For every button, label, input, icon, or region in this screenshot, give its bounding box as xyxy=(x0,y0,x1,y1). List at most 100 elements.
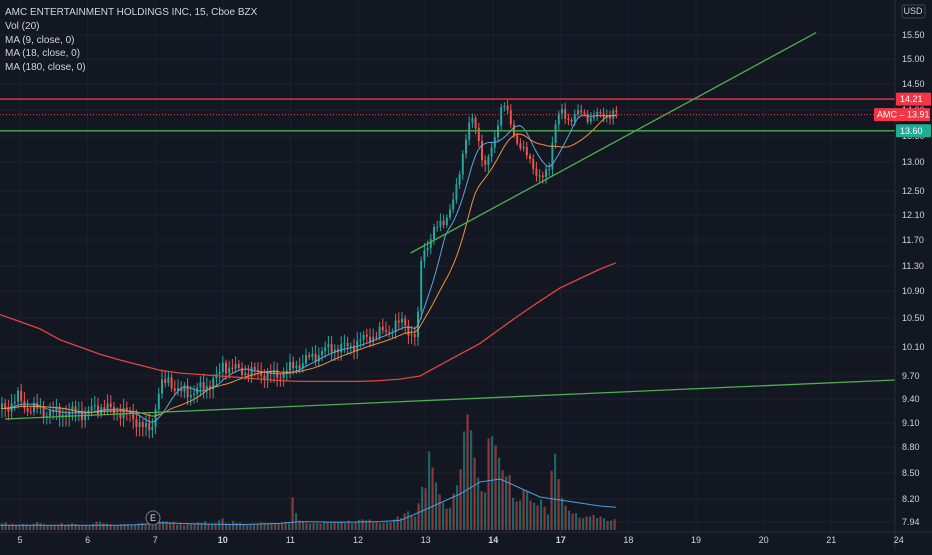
volume-bar xyxy=(57,524,60,530)
x-tick-label: 18 xyxy=(623,535,633,545)
x-tick-label: 11 xyxy=(286,535,295,545)
candle-body xyxy=(311,353,314,358)
x-tick-label: 12 xyxy=(353,535,363,545)
support-price-tag-text: 13.60 xyxy=(900,126,923,136)
volume-bar xyxy=(99,521,102,530)
candle-body xyxy=(612,110,615,119)
volume-bar xyxy=(253,523,256,530)
y-tick-label: 15.00 xyxy=(902,54,925,64)
candle-body xyxy=(458,174,461,185)
volume-bar xyxy=(46,525,49,530)
volume-bar xyxy=(480,491,483,530)
candle-body xyxy=(615,110,618,113)
volume-bar xyxy=(242,524,245,530)
candle-body xyxy=(292,361,295,368)
candle-body xyxy=(177,388,179,391)
candle-body xyxy=(180,388,183,392)
x-tick-label: 10 xyxy=(218,535,228,545)
volume-bar xyxy=(127,524,130,530)
candle-body xyxy=(340,344,343,353)
volume-bar xyxy=(417,503,420,530)
candle-body xyxy=(257,369,259,371)
candle-body xyxy=(193,393,195,395)
volume-bar xyxy=(452,493,455,530)
y-tick-label: 10.10 xyxy=(902,342,925,352)
candle-body xyxy=(429,239,432,249)
volume-bar xyxy=(85,525,88,530)
candle-body xyxy=(97,405,99,415)
candle-body xyxy=(372,336,375,343)
candle-body xyxy=(487,156,490,165)
volume-bar xyxy=(165,521,168,530)
candle-body xyxy=(445,217,448,225)
candle-body xyxy=(385,330,387,332)
candle-body xyxy=(301,363,304,369)
volume-bar xyxy=(575,513,578,530)
volume-bar xyxy=(130,524,133,530)
volume-bar xyxy=(176,524,179,530)
volume-bar xyxy=(340,521,343,530)
candle-body xyxy=(461,153,464,175)
volume-bar xyxy=(571,513,574,530)
candle-body xyxy=(55,406,58,412)
candle-body xyxy=(506,105,509,111)
candle-body xyxy=(580,110,583,113)
volume-bar xyxy=(463,431,466,530)
candle-body xyxy=(535,168,538,176)
candle-body xyxy=(74,406,77,413)
candle-body xyxy=(589,117,592,122)
trend-line xyxy=(410,32,817,254)
candle-body xyxy=(308,355,311,358)
volume-bar xyxy=(18,524,21,530)
candle-body xyxy=(93,405,96,407)
candle-body xyxy=(343,343,346,345)
candle-body xyxy=(413,334,416,338)
volume-bar xyxy=(8,525,11,530)
volume-bar xyxy=(407,511,410,530)
volume-bar xyxy=(351,523,354,530)
x-tick-label: 21 xyxy=(826,535,836,545)
legend-ma180: MA (180, close, 0) xyxy=(5,62,86,74)
volume-bar xyxy=(543,506,546,530)
candle-body xyxy=(84,413,87,421)
candle-body xyxy=(375,336,378,338)
candle-body xyxy=(266,371,269,380)
volume-bar xyxy=(508,475,511,530)
y-tick-label: 12.50 xyxy=(902,186,925,196)
candle-body xyxy=(583,112,586,114)
x-tick-label: 20 xyxy=(759,535,769,545)
y-tick-label: 12.10 xyxy=(902,210,925,220)
y-tick-label: 9.10 xyxy=(902,418,920,428)
volume-bar xyxy=(449,507,452,530)
candle-body xyxy=(327,344,330,348)
volume-bar xyxy=(207,524,210,530)
volume-bar xyxy=(60,523,63,530)
volume-bar xyxy=(456,485,459,530)
candle-body xyxy=(548,169,551,170)
volume-bar xyxy=(64,525,67,530)
candle-body xyxy=(573,114,576,122)
candle-body xyxy=(122,407,125,419)
volume-bar xyxy=(484,492,487,530)
volume-bar xyxy=(561,497,564,530)
volume-bar xyxy=(81,525,84,530)
candle-body xyxy=(365,334,368,337)
volume-bar xyxy=(610,520,613,530)
volume-bar xyxy=(491,436,494,530)
volume-bar xyxy=(386,522,389,530)
volume-bar xyxy=(78,525,81,530)
y-tick-label: 15.50 xyxy=(902,30,925,40)
volume-bar xyxy=(358,519,361,530)
candle-body xyxy=(205,386,208,390)
candle-body xyxy=(561,109,563,114)
last-price-tag-text: AMC – 13.91 xyxy=(877,110,930,120)
candle-body xyxy=(39,407,42,409)
volume-bar xyxy=(344,522,347,530)
legend-volume: Vol (20) xyxy=(5,20,40,32)
candle-body xyxy=(125,407,128,412)
volume-bar xyxy=(309,523,312,530)
volume-bar xyxy=(592,514,595,530)
candle-body xyxy=(49,410,51,416)
